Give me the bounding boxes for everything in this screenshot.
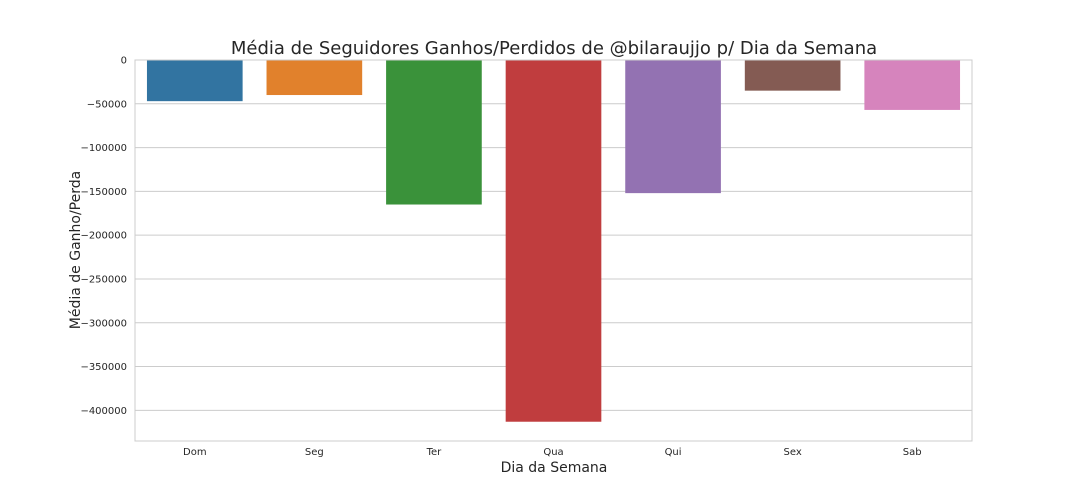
bar-sab [864,60,961,110]
y-tick-label: −200000 [80,231,127,242]
y-tick-label: −50000 [87,99,127,110]
x-tick-label: Ter [426,447,443,458]
y-tick-label: −150000 [80,187,127,198]
bar-qui [625,60,721,194]
x-tick-labels: Dom Seg Ter Qua Qui Sex Sab [183,447,922,458]
x-tick-label: Dom [183,447,207,458]
y-tick-label: −100000 [80,143,127,154]
bars [146,60,961,422]
bar-dom [146,60,243,102]
y-axis-label: Média de Ganho/Perda [68,171,84,329]
bar-seg [266,60,363,96]
bar-qua [505,60,602,422]
bar-ter [386,60,482,205]
x-tick-label: Seg [305,447,324,458]
x-tick-label: Qui [665,447,682,458]
x-axis-label: Dia da Semana [501,460,608,476]
y-tick-labels: 0 −50000 −100000 −150000 −200000 −250000 −3000… [80,56,127,417]
x-tick-label: Sab [903,447,922,458]
x-tick-label: Qua [543,447,563,458]
y-tick-label: 0 [121,56,127,67]
x-tick-label: Sex [784,447,802,458]
y-tick-label: −300000 [80,318,127,329]
y-tick-label: −400000 [80,406,127,417]
y-tick-label: −250000 [80,274,127,285]
bar-sex [744,60,841,91]
plot-frame [134,59,973,442]
y-tick-label: −350000 [80,362,127,373]
chart-title: Média de Seguidores Ganhos/Perdidos de @… [231,38,877,59]
